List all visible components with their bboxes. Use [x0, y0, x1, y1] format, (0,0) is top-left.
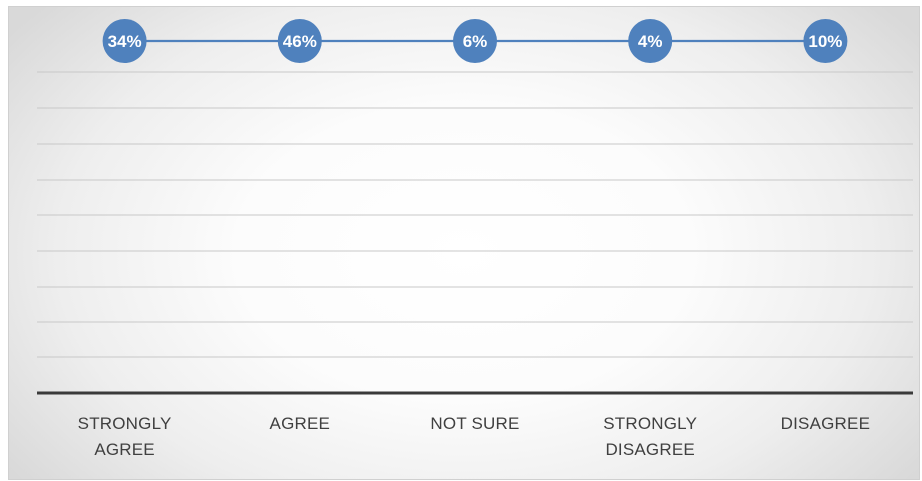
- category-label-2: AGREE: [269, 414, 331, 433]
- data-label-5: 10%: [808, 32, 842, 51]
- line-chart: 34% 46% 6% 4% 10%: [37, 19, 913, 395]
- data-label-4: 4%: [638, 32, 663, 51]
- data-label-2: 46%: [283, 32, 317, 51]
- data-point-2: [277, 19, 322, 63]
- data-point-5: [803, 19, 848, 63]
- category-label-5: DISAGREE: [780, 414, 871, 433]
- series: 34% 46% 6% 4% 10%: [102, 19, 848, 63]
- category-label-1: STRONGLY AGREE: [77, 414, 172, 459]
- category-label-4: STRONGLY DISAGREE: [603, 414, 698, 459]
- data-point-3: [453, 19, 497, 63]
- data-point-4: [628, 19, 673, 63]
- data-label-3: 6%: [463, 32, 488, 51]
- chart-area: 34% 46% 6% 4% 10% STRONGLY AGREE AGREE NOT SUR…: [8, 6, 920, 480]
- category-label-3: NOT SURE: [430, 414, 520, 433]
- data-label-1: 34%: [108, 32, 142, 51]
- gridlines: [37, 71, 913, 358]
- data-point-1: [102, 19, 147, 63]
